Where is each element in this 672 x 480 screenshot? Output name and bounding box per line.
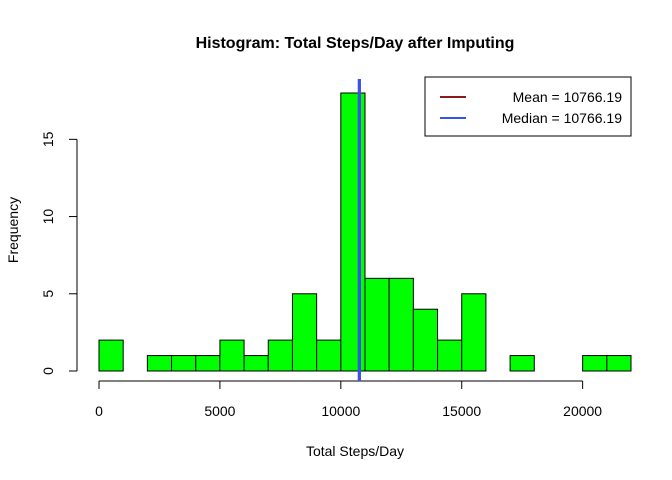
y-tick-label-1: 5	[40, 290, 56, 298]
histogram-bar-6	[243, 355, 269, 372]
histogram-bar-17	[509, 355, 535, 372]
x-tick-label-2: 10000	[321, 403, 360, 419]
y-tick-label-0: 0	[40, 367, 56, 375]
histogram-bar-3	[171, 355, 197, 372]
y-axis-label: Frequency	[5, 197, 21, 263]
x-tick-label-3: 15000	[442, 403, 481, 419]
histogram-bar-0	[98, 339, 124, 372]
histogram-bar-21	[606, 355, 632, 372]
legend: Mean = 10766.19 Median = 10766.19	[424, 76, 632, 137]
legend-box	[424, 76, 632, 137]
histogram-bar-11	[364, 277, 390, 372]
histogram-bar-5	[219, 339, 245, 372]
y-tick-label-2: 10	[40, 209, 56, 225]
x-axis-label: Total Steps/Day	[306, 443, 404, 459]
legend-median-label: Median = 10766.19	[502, 110, 622, 126]
histogram-bar-15	[461, 293, 487, 372]
histogram-bar-12	[388, 277, 414, 372]
legend-mean-label: Mean = 10766.19	[513, 89, 623, 105]
x-tick-label-4: 20000	[563, 403, 602, 419]
bar-group	[98, 92, 632, 372]
y-axis: 0 5 10 15	[40, 131, 78, 375]
histogram-bar-14	[437, 339, 463, 372]
histogram-bar-20	[582, 355, 608, 372]
histogram-bar-4	[195, 355, 221, 372]
chart-title: Histogram: Total Steps/Day after Imputin…	[196, 35, 515, 52]
y-tick-label-3: 15	[40, 131, 56, 147]
histogram-bar-13	[412, 308, 439, 372]
histogram-bar-10	[340, 92, 366, 372]
histogram-bar-8	[291, 293, 318, 372]
histogram-bar-2	[146, 355, 173, 372]
x-tick-label-0: 0	[95, 403, 103, 419]
x-tick-label-1: 5000	[204, 403, 235, 419]
histogram-bar-9	[316, 339, 342, 372]
x-axis: 0 5000 10000 15000 20000	[95, 380, 602, 419]
histogram-bar-7	[267, 339, 293, 372]
